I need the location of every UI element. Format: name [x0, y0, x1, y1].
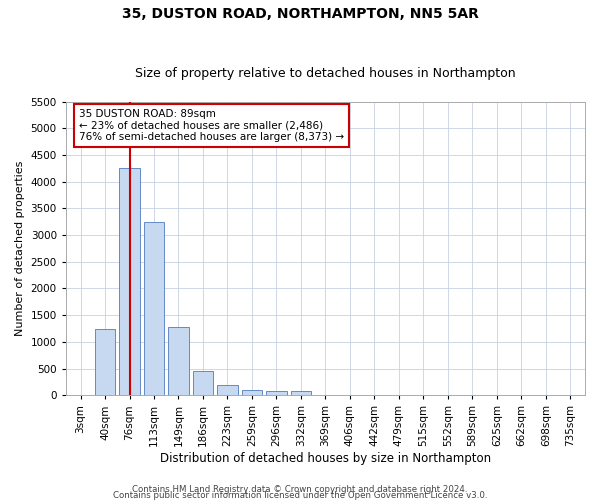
Bar	[95, 328, 115, 396]
Bar	[119, 168, 140, 396]
Text: 35 DUSTON ROAD: 89sqm
← 23% of detached houses are smaller (2,486)
76% of semi-d: 35 DUSTON ROAD: 89sqm ← 23% of detached …	[79, 109, 344, 142]
Text: 35, DUSTON ROAD, NORTHAMPTON, NN5 5AR: 35, DUSTON ROAD, NORTHAMPTON, NN5 5AR	[122, 8, 478, 22]
Bar	[168, 327, 189, 396]
Bar	[290, 392, 311, 396]
Bar	[193, 370, 214, 396]
Text: Contains HM Land Registry data © Crown copyright and database right 2024.: Contains HM Land Registry data © Crown c…	[132, 485, 468, 494]
Title: Size of property relative to detached houses in Northampton: Size of property relative to detached ho…	[135, 66, 516, 80]
Y-axis label: Number of detached properties: Number of detached properties	[15, 160, 25, 336]
X-axis label: Distribution of detached houses by size in Northampton: Distribution of detached houses by size …	[160, 452, 491, 465]
Bar	[217, 385, 238, 396]
Text: Contains public sector information licensed under the Open Government Licence v3: Contains public sector information licen…	[113, 490, 487, 500]
Bar	[143, 222, 164, 396]
Bar	[242, 390, 262, 396]
Bar	[266, 391, 287, 396]
